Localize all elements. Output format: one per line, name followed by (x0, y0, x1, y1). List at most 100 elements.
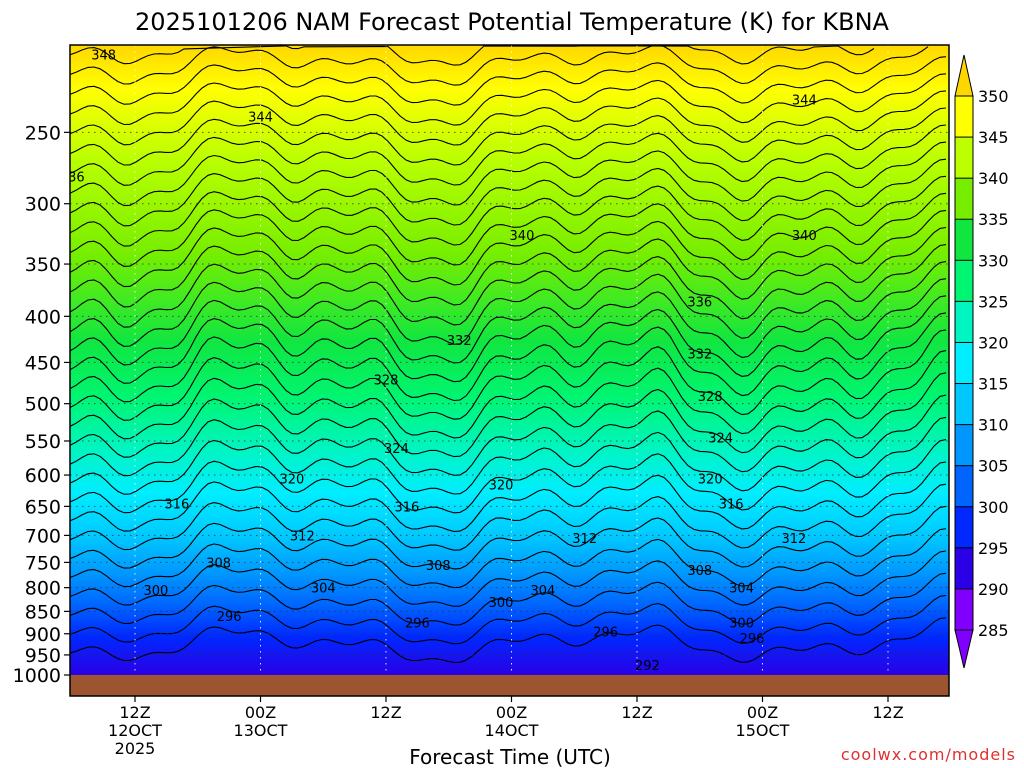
contour-label: 316 (164, 497, 189, 512)
contour-line (70, 244, 947, 328)
x-axis-label: Forecast Time (UTC) (409, 745, 611, 768)
contour-label: 348 (91, 49, 116, 64)
colorbar-segment (954, 259, 974, 303)
colorbar: 350 345 340 335 330 325 320 315 310 305 300 295 290 2… (954, 54, 1009, 669)
contour-label: 332 (447, 334, 472, 349)
colorbar-label: 320 (978, 333, 1009, 352)
colorbar-label: 335 (978, 210, 1009, 229)
contour-label: 328 (374, 373, 399, 388)
pressure-tick-label: 700 (25, 525, 61, 547)
colorbar-label: 340 (978, 169, 1009, 188)
pressure-tick-label: 300 (25, 194, 61, 216)
pressure-tick-label: 850 (25, 601, 61, 623)
colorbar-segment (954, 177, 974, 221)
contour-label: 308 (206, 556, 231, 571)
contour-label: 320 (489, 479, 514, 494)
colorbar-arrow-top (954, 54, 974, 97)
pressure-tick-label: 400 (25, 306, 61, 328)
pressure-tick-label: 750 (25, 552, 61, 574)
contour-label: 320 (698, 472, 723, 487)
temperature-field (70, 45, 949, 675)
plot-frame (69, 44, 950, 697)
pressure-tick-label: 900 (25, 624, 61, 646)
contour-label: 296 (217, 610, 242, 625)
colorbar-label: 285 (978, 621, 1009, 640)
contour-label: 344 (792, 94, 817, 109)
time-tick-label: 12OCT (108, 721, 162, 740)
contour-line (70, 209, 947, 288)
time-tick-label: 13OCT (234, 721, 288, 740)
time-tick-label: 00Z (245, 703, 276, 722)
contour-line (70, 45, 929, 86)
contour-label: 312 (781, 532, 806, 547)
contour-line (70, 107, 947, 166)
ground-surface (70, 675, 949, 696)
contour-line (70, 141, 947, 207)
contour-label: 292 (635, 659, 660, 674)
contour-line (70, 439, 947, 514)
colorbar-segment (954, 218, 974, 262)
contour-label: 328 (698, 390, 723, 405)
pressure-tick-label: 250 (25, 122, 61, 144)
pressure-tick-label: 350 (25, 254, 61, 276)
contour-label: 308 (426, 559, 451, 574)
colorbar-arrow-bottom (954, 629, 974, 669)
pressure-tick-label: 500 (25, 394, 61, 416)
time-tick-label: 2025 (115, 739, 156, 758)
colorbar-label: 330 (978, 251, 1009, 270)
contour-line (70, 45, 875, 66)
colorbar-segment (954, 424, 974, 467)
contour-line (70, 372, 947, 458)
time-tick-label: 14OCT (485, 721, 539, 740)
contour-label: 312 (290, 529, 315, 544)
contour-label: 300 (144, 584, 169, 599)
colorbar-segment (954, 383, 974, 426)
time-tick-label: 12Z (119, 703, 150, 722)
contour-line (70, 550, 947, 607)
contour-line (70, 528, 947, 589)
pressure-tick-label: 550 (25, 431, 61, 453)
colorbar-label: 290 (978, 580, 1009, 599)
pressure-tick-label: 950 (25, 645, 61, 667)
plot-area: 348 344 344 336 340 340 336 332 332 328 328 324 324 3… (70, 45, 949, 675)
contour-line (70, 505, 947, 570)
contour-label: 296 (593, 626, 618, 641)
colorbar-label: 345 (978, 128, 1009, 147)
contour-line (70, 483, 947, 551)
colorbar-segment (954, 547, 974, 590)
contour-label: 308 (687, 564, 712, 579)
contour-line (70, 572, 947, 626)
colorbar-label: 315 (978, 375, 1009, 394)
contour-line (70, 329, 947, 421)
contour-label: 304 (311, 582, 336, 597)
time-tick-label: 00Z (496, 703, 527, 722)
contour-line (70, 295, 947, 384)
contour-line (70, 56, 947, 106)
contour-label: 316 (719, 497, 744, 512)
contour-label: 316 (395, 500, 420, 515)
colorbar-segment (954, 341, 974, 385)
contour-line (70, 312, 947, 403)
colorbar-label: 325 (978, 292, 1009, 311)
contour-label: 300 (489, 596, 514, 611)
contour-line (70, 175, 947, 247)
time-tick-label: 12Z (872, 703, 903, 722)
pressure-tick-label: 800 (25, 578, 61, 600)
colorbar-segment (954, 136, 974, 180)
contour-label: 344 (248, 110, 273, 125)
contour-line (70, 594, 947, 645)
colorbar-label: 300 (978, 498, 1009, 517)
colorbar-segment (954, 506, 974, 549)
colorbar-segment (954, 95, 974, 139)
contour-line (70, 124, 947, 186)
pressure-axis: 2503003504004505005506006507007508008509… (13, 122, 70, 687)
contour-line (70, 158, 947, 227)
contour-line (70, 617, 947, 664)
contour-line (70, 73, 947, 126)
pressure-tick-label: 450 (25, 352, 61, 374)
pressure-tick-label: 600 (25, 465, 61, 487)
grid-lines (70, 45, 949, 675)
credit-text: coolwx.com/models (841, 745, 1016, 764)
contour-line (70, 226, 947, 308)
